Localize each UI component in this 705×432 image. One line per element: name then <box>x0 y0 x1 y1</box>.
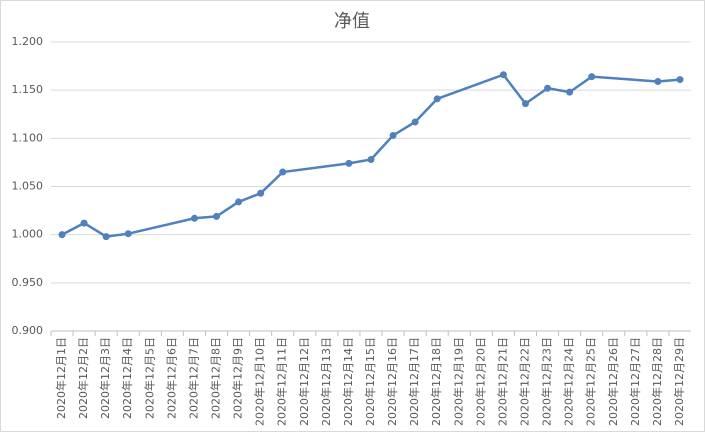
x-tick-label: 2020年12月3日 <box>98 337 112 419</box>
y-tick-label: 0.950 <box>12 276 44 289</box>
data-point <box>654 77 662 85</box>
x-tick-label: 2020年12月19日 <box>451 337 465 426</box>
x-tick-label: 2020年12月2日 <box>76 337 90 419</box>
x-tick-label: 2020年12月15日 <box>363 337 377 426</box>
data-point <box>389 131 397 139</box>
data-point <box>345 159 353 167</box>
y-tick-label: 1.150 <box>12 83 44 96</box>
x-tick-label: 2020年12月4日 <box>120 337 134 419</box>
x-tick-label: 2020年12月7日 <box>186 337 200 419</box>
y-tick-label: 1.100 <box>12 131 44 144</box>
data-point <box>235 198 243 206</box>
chart-title: 净值 <box>334 11 370 32</box>
x-tick-label: 2020年12月12日 <box>297 337 311 426</box>
x-tick-label: 2020年12月6日 <box>164 337 178 419</box>
data-point <box>676 76 684 84</box>
data-point <box>433 95 441 103</box>
x-tick-label: 2020年12月23日 <box>540 337 554 426</box>
x-tick-label: 2020年12月17日 <box>407 337 421 426</box>
data-point <box>58 231 66 239</box>
x-tick-label: 2020年12月24日 <box>562 337 576 426</box>
data-point <box>190 214 198 222</box>
x-tick-label: 2020年12月20日 <box>473 337 487 426</box>
data-point <box>213 212 221 220</box>
x-tick-label: 2020年12月16日 <box>385 337 399 426</box>
data-point <box>124 230 132 238</box>
x-tick-label: 2020年12月29日 <box>672 337 686 426</box>
y-tick-label: 1.050 <box>12 180 44 193</box>
x-tick-label: 2020年12月21日 <box>495 337 509 426</box>
x-tick-label: 2020年12月5日 <box>142 337 156 419</box>
data-point <box>499 71 507 79</box>
x-tick-label: 2020年12月27日 <box>628 337 642 426</box>
data-point <box>257 189 265 197</box>
data-point <box>367 156 375 164</box>
x-tick-label: 2020年12月22日 <box>517 337 531 426</box>
y-tick-label: 1.000 <box>12 228 44 241</box>
x-tick-label: 2020年12月1日 <box>54 337 68 419</box>
x-tick-label: 2020年12月25日 <box>584 337 598 426</box>
y-tick-label: 0.900 <box>12 324 44 337</box>
data-point <box>102 233 110 241</box>
x-tick-label: 2020年12月9日 <box>231 337 245 419</box>
data-point <box>411 118 419 126</box>
x-tick-label: 2020年12月14日 <box>341 337 355 426</box>
data-point <box>279 168 287 176</box>
y-tick-label: 1.200 <box>12 35 44 48</box>
x-tick-label: 2020年12月18日 <box>429 337 443 426</box>
x-tick-label: 2020年12月28日 <box>650 337 664 426</box>
data-point <box>544 84 552 92</box>
data-point <box>566 88 574 96</box>
x-tick-label: 2020年12月8日 <box>209 337 223 419</box>
data-point <box>521 100 529 108</box>
x-tick-label: 2020年12月13日 <box>319 337 333 426</box>
x-tick-label: 2020年12月26日 <box>606 337 620 426</box>
data-point <box>80 219 88 227</box>
data-point <box>588 73 596 81</box>
x-tick-label: 2020年12月10日 <box>253 337 267 426</box>
x-tick-label: 2020年12月11日 <box>275 337 289 426</box>
